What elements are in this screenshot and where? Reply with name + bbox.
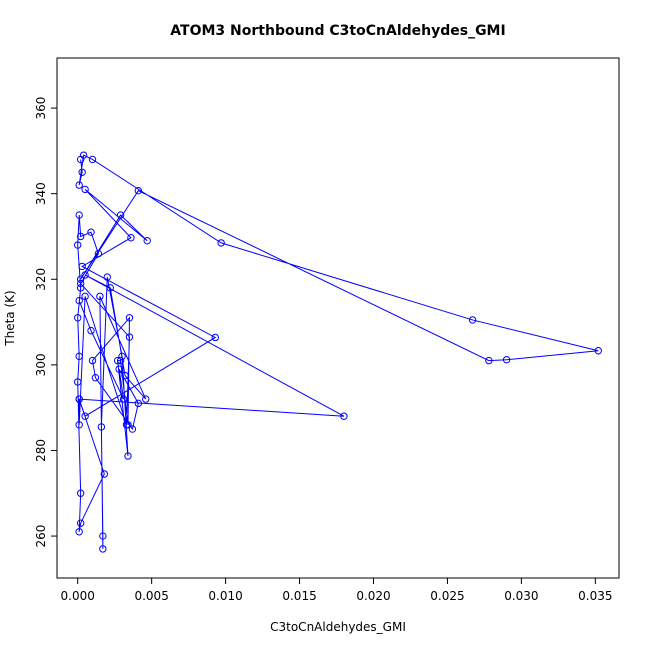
x-axis-label: C3toCnAldehydes_GMI (270, 620, 406, 634)
point (88, 356, 97, 365)
x-tick-label: 0.030 (504, 589, 538, 603)
y-tick-label: 260 (34, 525, 48, 548)
point (142, 395, 150, 403)
point (81, 185, 89, 194)
point (75, 395, 83, 403)
point (113, 356, 122, 365)
x-tick-label: 0.020 (356, 589, 390, 603)
point (125, 314, 134, 322)
point (99, 545, 107, 553)
point (118, 352, 126, 361)
x-tick-label: 0.010 (208, 589, 242, 603)
point (78, 262, 86, 271)
point (125, 333, 134, 341)
point (116, 211, 125, 219)
point (75, 211, 83, 219)
point (96, 292, 104, 301)
point (100, 470, 109, 478)
x-tick-label: 0.005 (134, 589, 168, 603)
point (485, 356, 493, 365)
point (75, 181, 83, 189)
x-tick-label: 0.000 (61, 589, 95, 603)
point (124, 421, 132, 429)
point (75, 352, 83, 361)
point (106, 284, 114, 292)
point (76, 275, 85, 283)
point (79, 151, 88, 159)
point (134, 399, 143, 408)
chart-title: ATOM3 Northbound C3toCnAldehydes_GMI (170, 23, 505, 39)
point (143, 237, 151, 245)
point (87, 228, 95, 236)
point (121, 371, 129, 380)
y-axis-label: Theta (K) (3, 290, 17, 346)
y-tick-label: 360 (34, 97, 48, 120)
point (127, 234, 135, 242)
point (74, 241, 82, 249)
y-tick-label: 300 (34, 353, 48, 376)
plot-frame (56, 57, 620, 579)
point (119, 395, 128, 403)
y-tick-label: 340 (34, 182, 48, 205)
point (74, 378, 82, 386)
point (502, 356, 511, 364)
point (88, 155, 97, 164)
point (116, 356, 125, 365)
point (76, 519, 85, 527)
point (340, 412, 348, 420)
point (74, 314, 82, 322)
point (128, 425, 137, 433)
point (75, 421, 83, 429)
x-tick-label: 0.015 (282, 589, 316, 603)
point (76, 279, 85, 288)
x-tick-label: 0.025 (430, 589, 464, 603)
point (211, 333, 219, 342)
point (99, 532, 107, 540)
point (78, 168, 86, 176)
point (76, 284, 85, 292)
point (103, 273, 111, 281)
point (81, 412, 89, 420)
point (87, 326, 95, 335)
x-tick-label: 0.035 (578, 589, 612, 603)
y-tick-label: 280 (34, 439, 48, 462)
point (124, 452, 132, 460)
y-tick-label: 320 (34, 268, 48, 291)
point (81, 292, 89, 301)
point (81, 271, 89, 279)
point (134, 186, 143, 195)
point (468, 316, 477, 324)
point (97, 423, 106, 431)
line (77, 154, 599, 549)
point (115, 365, 123, 373)
point (75, 296, 83, 305)
point (594, 347, 602, 355)
point (91, 374, 100, 382)
point (75, 528, 83, 536)
point (217, 239, 225, 247)
point (76, 489, 85, 497)
point (76, 232, 85, 241)
point (94, 249, 103, 258)
